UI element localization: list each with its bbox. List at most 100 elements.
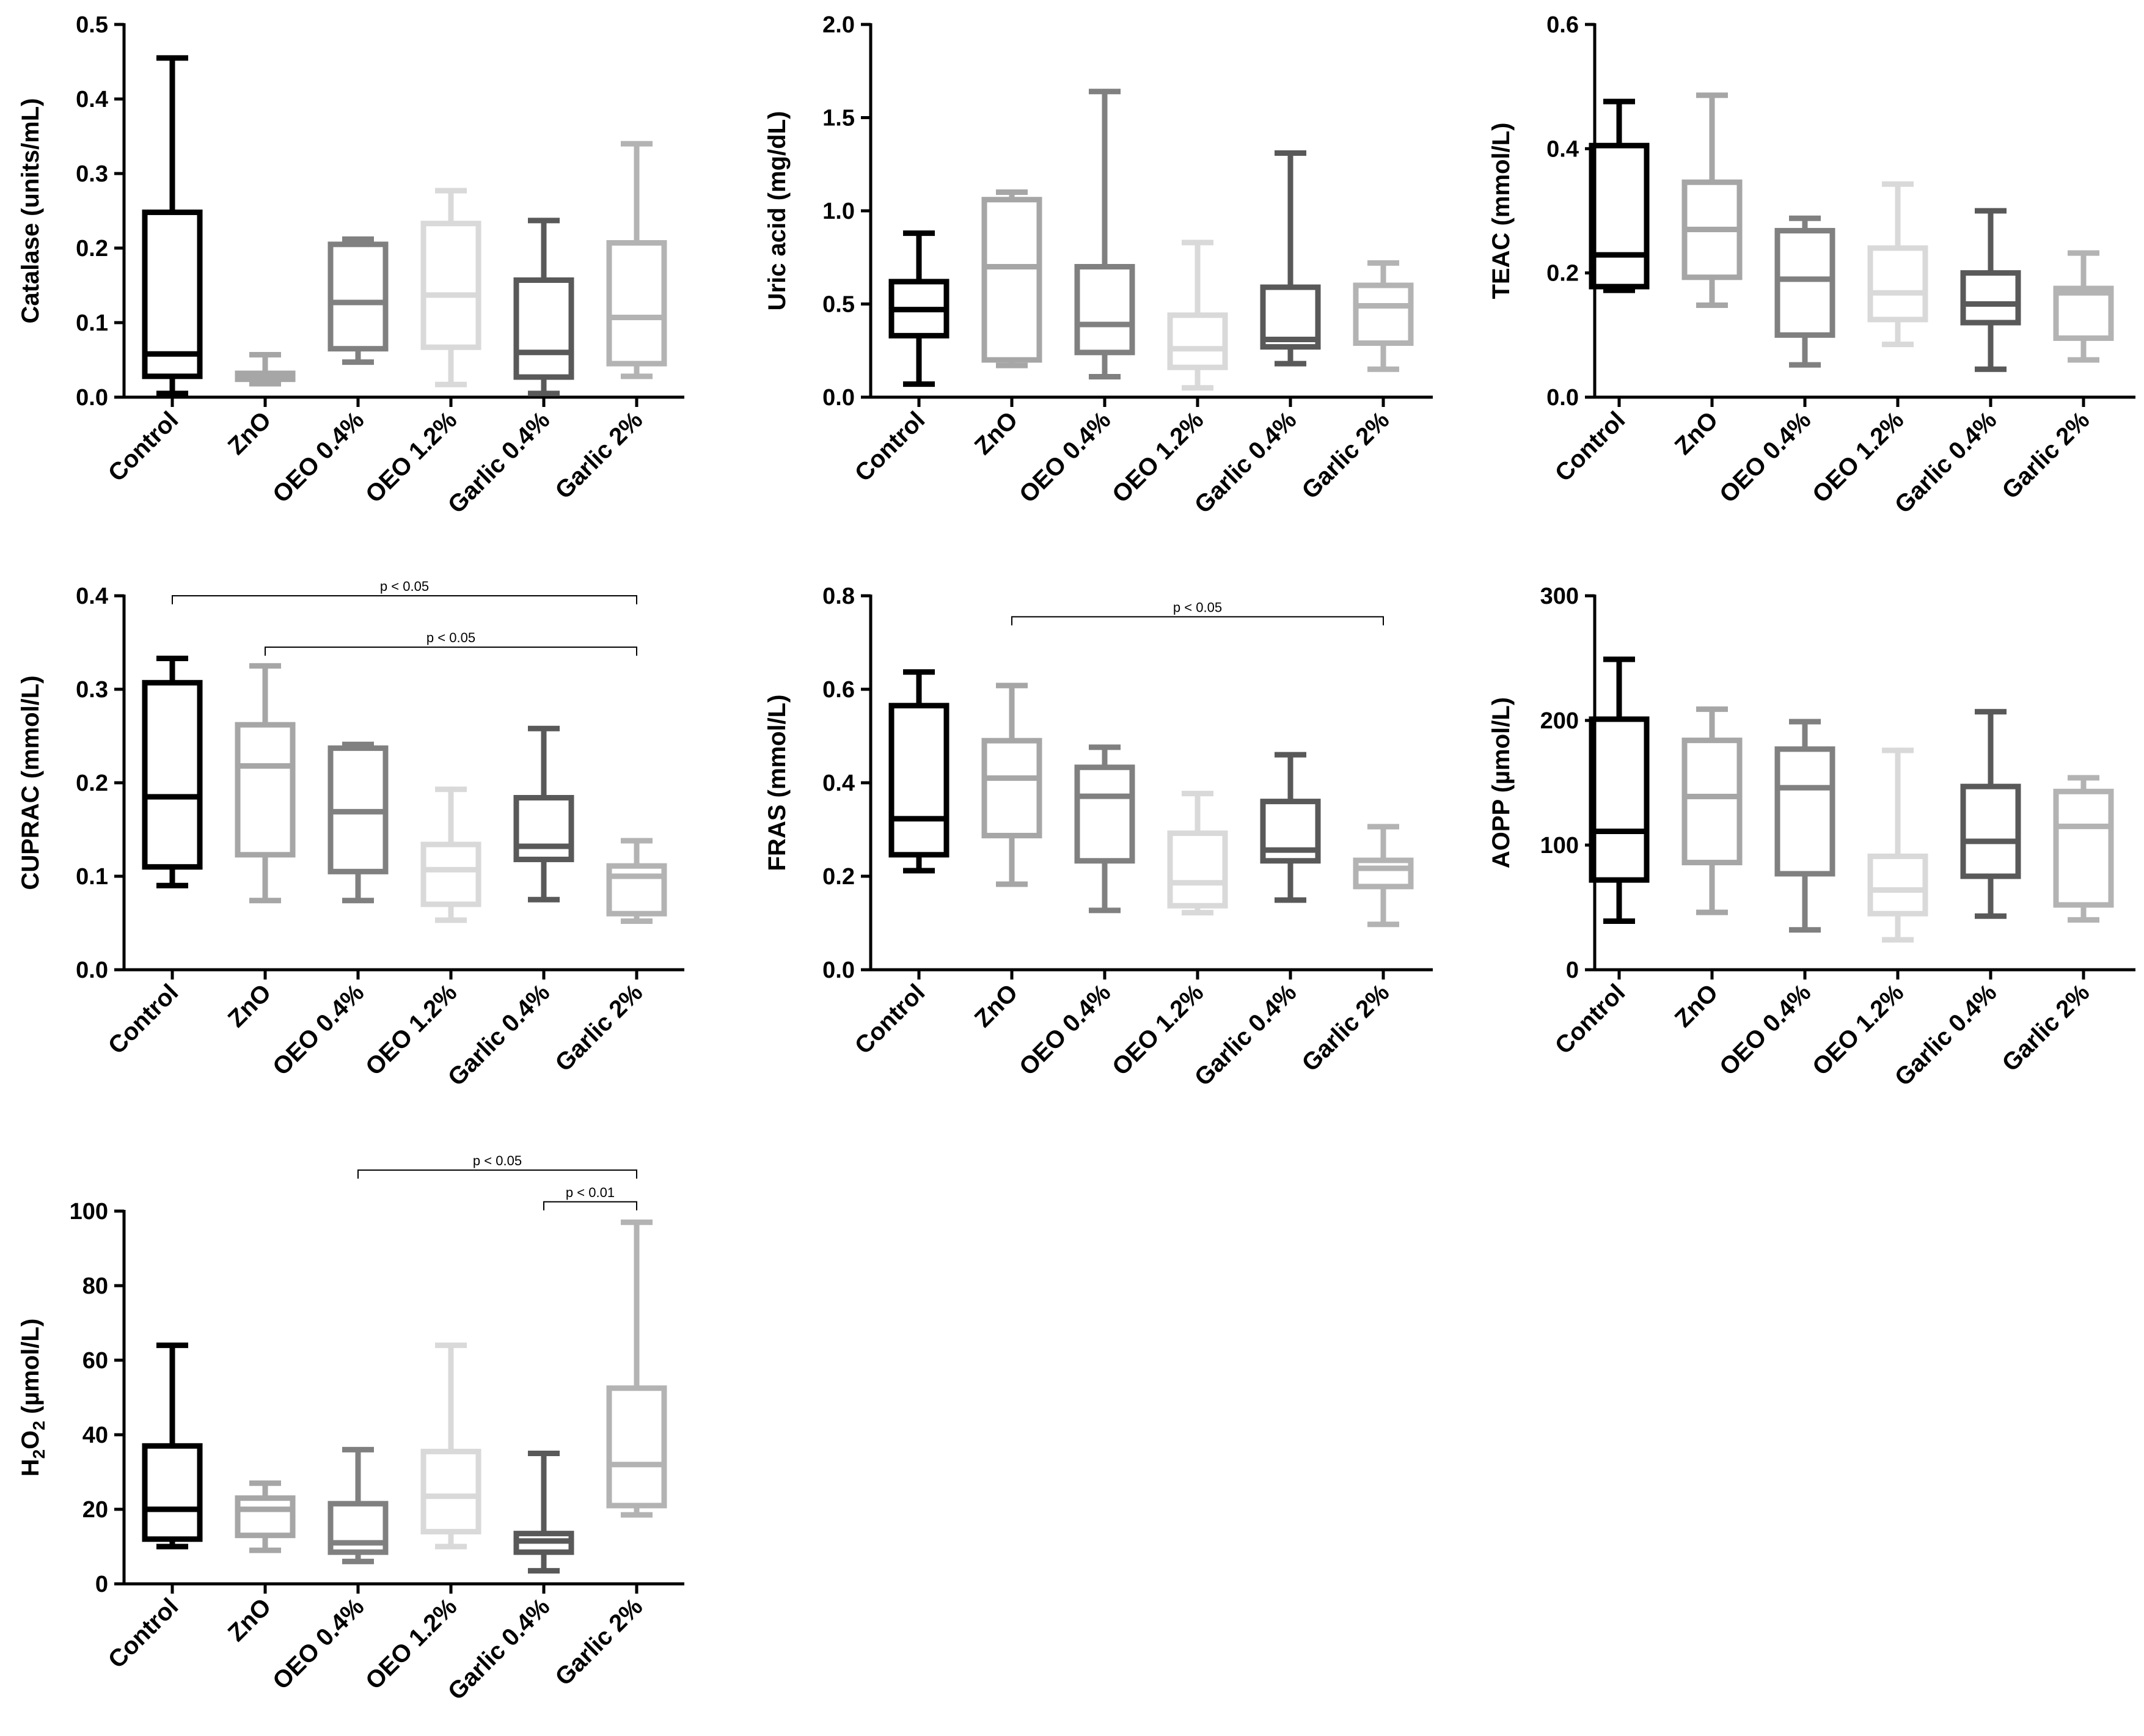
- y-tick-label: 0.4: [822, 771, 855, 796]
- y-tick-label: 0.0: [1546, 385, 1579, 411]
- x-tick-label: ZnO: [223, 406, 277, 460]
- y-tick-label: 200: [1540, 708, 1579, 734]
- significance-bracket: p < 0.05: [172, 579, 637, 604]
- x-tick-label: ZnO: [223, 1593, 277, 1647]
- x-tick-label: OEO 1.2%: [360, 979, 462, 1080]
- y-tick-label: 0.1: [76, 864, 108, 890]
- iqr-box: [420, 841, 481, 907]
- x-tick-label: ZnO: [1670, 979, 1724, 1033]
- ylabel-part: H: [17, 1459, 44, 1476]
- box-oeo-0-4-: [1074, 89, 1135, 379]
- bracket-line: [1011, 616, 1384, 626]
- iqr-box: [142, 1443, 203, 1542]
- x-tick-label: Control: [103, 979, 184, 1060]
- y-tick-label: 80: [82, 1273, 108, 1299]
- bracket-line: [265, 646, 637, 656]
- y-tick-label: 1.0: [822, 199, 855, 224]
- x-tick-label: OEO 0.4%: [268, 1593, 369, 1694]
- box-garlic-0-4-: [513, 725, 574, 903]
- significance-bracket: p < 0.05: [357, 1153, 637, 1179]
- y-tick-label: 0.4: [1546, 136, 1579, 162]
- x-tick-label: Control: [103, 406, 184, 487]
- iqr-box: [513, 277, 574, 380]
- x-tick-label: OEO 1.2%: [1807, 979, 1909, 1080]
- box-zno: [235, 351, 296, 387]
- x-tick-label: OEO 1.2%: [1107, 979, 1209, 1080]
- box-oeo-0-4-: [1774, 719, 1835, 933]
- box-oeo-1-2-: [420, 1342, 481, 1550]
- box-control: [1589, 656, 1650, 924]
- box-zno: [235, 663, 296, 904]
- iqr-box: [888, 703, 949, 858]
- box-zno: [1681, 706, 1743, 915]
- box-garlic-2-: [1353, 260, 1414, 372]
- x-tick-label: Control: [850, 979, 931, 1060]
- box-control: [888, 669, 949, 874]
- box-oeo-0-4-: [1074, 744, 1135, 914]
- iqr-box: [142, 209, 203, 379]
- iqr-box: [235, 722, 296, 858]
- iqr-box: [420, 1448, 481, 1535]
- box-garlic-0-4-: [513, 1451, 574, 1574]
- box-garlic-0-4-: [1260, 150, 1321, 367]
- significance-bracket: p < 0.01: [543, 1185, 637, 1210]
- y-axis-label: FRAS (mmol/L): [764, 695, 791, 871]
- x-tick-label: OEO 0.4%: [1714, 406, 1816, 508]
- ylabel-part: O: [17, 1430, 44, 1449]
- box-oeo-0-4-: [1774, 215, 1835, 368]
- box-garlic-2-: [2053, 775, 2114, 923]
- x-tick-label: OEO 0.4%: [1014, 979, 1116, 1080]
- iqr-box: [1589, 142, 1650, 290]
- x-tick-label: ZnO: [970, 406, 1023, 460]
- significance-label: p < 0.05: [473, 1153, 522, 1168]
- iqr-box: [513, 794, 574, 862]
- iqr-box: [1681, 738, 1743, 866]
- y-axis-label: Catalase (units/mL): [17, 98, 44, 324]
- x-tick-label: Garlic 2%: [1997, 406, 2095, 504]
- box-garlic-2-: [606, 1219, 667, 1518]
- box-garlic-0-4-: [1960, 208, 2021, 372]
- iqr-box: [981, 738, 1042, 838]
- box-oeo-0-4-: [327, 236, 389, 365]
- bracket-line: [357, 1169, 637, 1179]
- ylabel-subscript: 2: [29, 1449, 48, 1459]
- x-tick-label: Garlic 2%: [1997, 979, 2095, 1077]
- y-tick-label: 0.1: [76, 310, 108, 336]
- iqr-box: [1774, 746, 1835, 877]
- x-tick-label: Garlic 2%: [1297, 406, 1394, 504]
- x-tick-label: OEO 0.4%: [1714, 979, 1816, 1080]
- iqr-box: [1774, 228, 1835, 338]
- x-tick-label: OEO 1.2%: [1107, 406, 1209, 508]
- chart-panel-2: 0.0 0.5 1.0 1.5 2.0 Uric acid (mg/dL) Control Z…: [764, 12, 1433, 519]
- y-tick-label: 0.2: [76, 771, 108, 796]
- y-tick-label: 2.0: [822, 12, 855, 38]
- y-tick-label: 0.4: [76, 87, 108, 112]
- iqr-box: [1167, 830, 1228, 909]
- significance-label: p < 0.05: [1173, 599, 1222, 615]
- x-tick-label: Garlic 2%: [550, 1593, 648, 1691]
- iqr-box: [1074, 264, 1135, 356]
- x-tick-label: OEO 1.2%: [360, 406, 462, 508]
- box-garlic-2-: [2053, 250, 2114, 363]
- y-tick-label: 0.5: [822, 292, 855, 318]
- iqr-box: [2053, 285, 2114, 341]
- box-garlic-0-4-: [513, 218, 574, 397]
- iqr-box: [1867, 245, 1928, 323]
- box-garlic-2-: [606, 141, 667, 379]
- y-tick-label: 0: [1566, 958, 1579, 983]
- iqr-box: [1353, 282, 1414, 346]
- x-tick-label: ZnO: [970, 979, 1023, 1033]
- iqr-box: [606, 240, 667, 367]
- y-tick-label: 0.4: [76, 584, 108, 609]
- y-tick-label: 0.3: [76, 161, 108, 187]
- x-tick-label: Control: [1550, 979, 1631, 1060]
- y-tick-label: 0.8: [822, 584, 855, 609]
- x-tick-label: Control: [1550, 406, 1631, 487]
- y-tick-label: 100: [1540, 833, 1579, 859]
- y-tick-label: 0: [95, 1572, 108, 1597]
- box-oeo-1-2-: [1867, 181, 1928, 348]
- y-tick-label: 0.5: [76, 12, 108, 38]
